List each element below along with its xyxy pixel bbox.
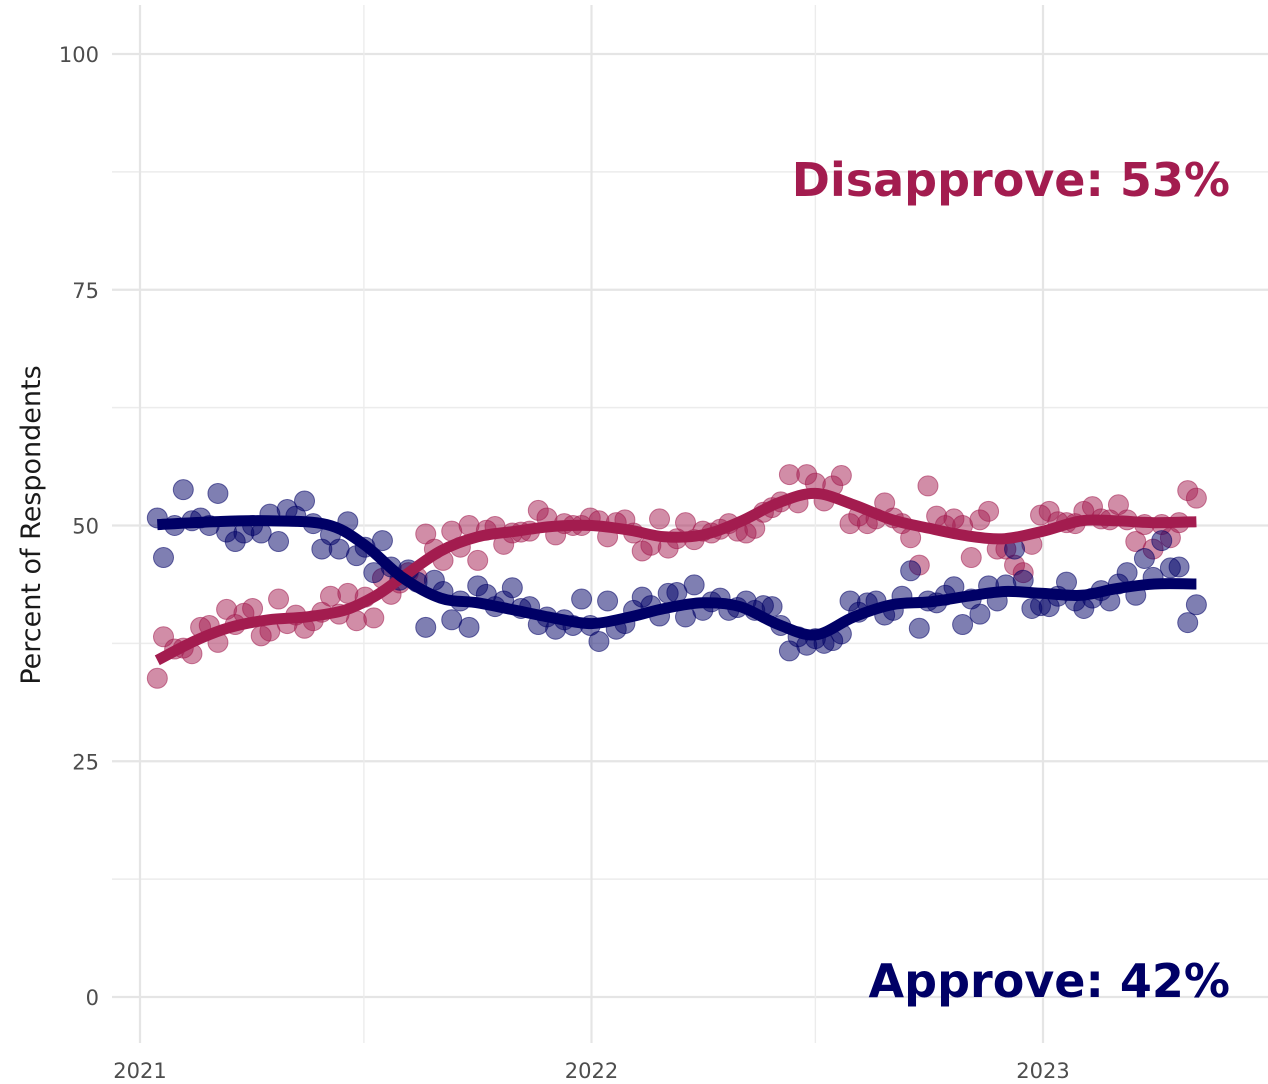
disapprove-data-point	[649, 508, 671, 530]
disapprove-data-point	[467, 549, 489, 571]
approve-data-point	[458, 616, 480, 638]
approve-data-point	[294, 490, 316, 512]
y-tick-label: 75	[72, 279, 99, 303]
approve-data-point	[1168, 556, 1190, 578]
approve-data-point	[952, 614, 974, 636]
approve-data-point	[501, 577, 523, 599]
y-axis-ticks: 0 25 50 75 100	[59, 43, 99, 1010]
disapprove-data-point	[830, 465, 852, 487]
disapprove-data-point	[978, 500, 1000, 522]
approve-data-point	[571, 588, 593, 610]
x-tick-label: 2023	[1016, 1059, 1069, 1083]
approve-data-point	[1185, 594, 1207, 616]
y-tick-label: 100	[59, 43, 99, 67]
approve-trend-line	[157, 515, 1197, 641]
approve-data-point	[207, 482, 229, 504]
approve-data-point	[172, 479, 194, 501]
disapprove-data-point	[1185, 487, 1207, 509]
disapprove-summary-label: Disapprove: 53%	[792, 153, 1230, 207]
approve-data-point	[441, 609, 463, 631]
disapprove-data-point	[337, 582, 359, 604]
disapprove-data-point	[319, 585, 341, 607]
disapprove-data-point	[917, 475, 939, 497]
approve-data-point	[1116, 562, 1138, 584]
disapprove-data-point	[242, 597, 264, 619]
approve-data-point	[153, 547, 175, 569]
y-tick-label: 50	[72, 515, 99, 539]
approve-data-point	[900, 560, 922, 582]
trend-lines	[154, 487, 1197, 666]
approve-data-point	[588, 630, 610, 652]
approve-data-point	[683, 574, 705, 596]
disapprove-data-point	[1125, 531, 1147, 553]
approve-summary-label: Approve: 42%	[869, 954, 1230, 1008]
approve-data-point	[415, 616, 437, 638]
x-tick-label: 2022	[565, 1059, 618, 1083]
approve-data-point	[908, 617, 930, 639]
approve-data-point	[597, 590, 619, 612]
y-tick-label: 25	[72, 750, 99, 774]
approve-data-point	[268, 531, 290, 553]
disapprove-data-point	[960, 547, 982, 569]
approve-data-point	[1133, 548, 1155, 570]
disapprove-data-point	[268, 588, 290, 610]
disapprove-data-point	[146, 667, 168, 689]
y-axis-title: Percent of Respondents	[16, 365, 47, 684]
x-tick-label: 2021	[113, 1059, 166, 1083]
approve-data-point	[1177, 612, 1199, 634]
data-points	[146, 464, 1207, 689]
x-axis-ticks: 2021 2022 2023	[113, 1059, 1069, 1083]
approve-data-point	[1056, 571, 1078, 593]
disapprove-data-point	[363, 607, 385, 629]
approve-data-point	[371, 530, 393, 552]
approve-data-point	[969, 603, 991, 625]
y-tick-label: 0	[86, 986, 99, 1010]
disapprove-trend-line	[154, 487, 1197, 666]
approve-data-point	[1151, 530, 1173, 552]
